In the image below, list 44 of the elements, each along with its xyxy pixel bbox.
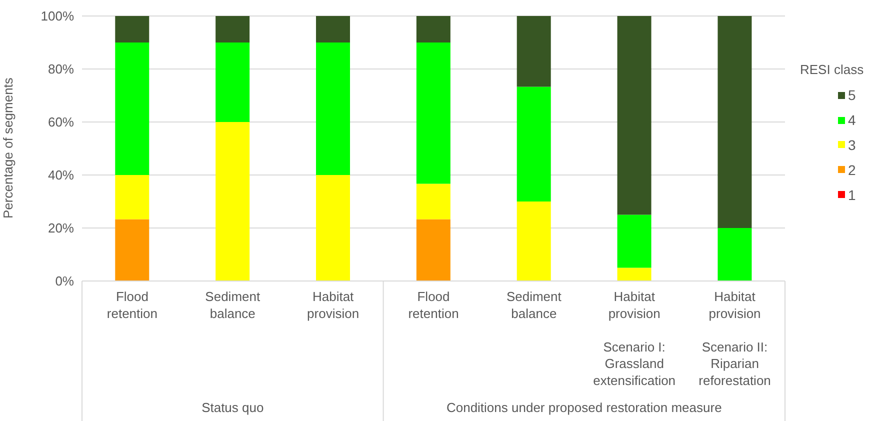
- bar: [115, 42, 150, 175]
- y-tick-label: 100%: [40, 8, 74, 24]
- y-tick-label: 80%: [48, 62, 74, 77]
- legend-label: 1: [848, 186, 856, 203]
- bar: [416, 184, 450, 220]
- x-tick-label: Sediment balance: [506, 289, 562, 321]
- bar: [718, 228, 752, 281]
- y-tick-label: 60%: [48, 114, 74, 130]
- bar: [316, 175, 350, 281]
- bar: [516, 202, 551, 281]
- x-tick-label: Sediment balance: [205, 289, 260, 321]
- y-tick-label: 20%: [48, 220, 74, 236]
- legend-title: RESI class: [800, 62, 864, 77]
- legend-label: 5: [848, 87, 856, 104]
- category-label: Habitat provision Scenario I: Grassland extensification: [593, 289, 676, 388]
- bar: [617, 16, 652, 215]
- bar: [216, 122, 250, 281]
- legend-label: 3: [848, 136, 856, 153]
- bar: [316, 16, 350, 42]
- bar: [416, 219, 450, 281]
- x-tick-label: Flood retention: [408, 289, 459, 321]
- bar: [216, 42, 250, 122]
- bar: [115, 175, 150, 220]
- bar: [416, 16, 450, 42]
- category-label: Habitat provision Scenario II: Riparian reforestation: [698, 289, 771, 388]
- text: Conditions under proposed restoration measure: [446, 400, 722, 415]
- bar: [516, 86, 551, 202]
- text: Status quo: [202, 400, 264, 415]
- bar: [718, 16, 752, 228]
- legend-label: 2: [848, 162, 856, 178]
- x-tick-label: Habitat provision: [307, 289, 360, 321]
- bar: [617, 268, 652, 281]
- bar: [416, 42, 450, 184]
- y-tick-label: 0%: [55, 274, 74, 289]
- bar: [316, 42, 350, 175]
- bar: [516, 16, 551, 87]
- bar: [115, 219, 150, 281]
- legend-label: 4: [848, 112, 856, 128]
- bar: [216, 16, 250, 42]
- y-axis-title: Percentage of segments: [0, 77, 16, 218]
- x-tick-label: Flood retention: [106, 289, 158, 321]
- y-tick-label: 40%: [48, 168, 74, 183]
- bar: [115, 16, 150, 42]
- bar: [617, 214, 652, 268]
